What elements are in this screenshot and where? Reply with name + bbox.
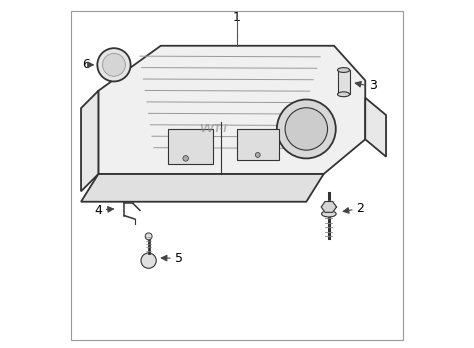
Circle shape (97, 48, 131, 81)
Bar (168, 129, 213, 164)
Polygon shape (81, 91, 99, 191)
Text: VVT-i: VVT-i (199, 124, 227, 134)
Bar (337, 70, 350, 94)
Circle shape (277, 100, 336, 158)
Circle shape (285, 108, 328, 150)
Circle shape (145, 233, 152, 240)
Text: 4: 4 (94, 204, 102, 217)
Text: 3: 3 (369, 79, 376, 92)
Polygon shape (99, 46, 365, 174)
Ellipse shape (337, 68, 350, 72)
Circle shape (141, 253, 156, 268)
Circle shape (102, 53, 126, 76)
Circle shape (255, 152, 260, 157)
Text: 6: 6 (82, 58, 90, 71)
Ellipse shape (337, 92, 350, 97)
Bar (237, 129, 279, 160)
Polygon shape (321, 201, 337, 212)
Polygon shape (81, 174, 324, 202)
Ellipse shape (321, 211, 336, 217)
Circle shape (183, 156, 189, 161)
Text: 5: 5 (174, 252, 182, 266)
Text: 1: 1 (233, 11, 241, 24)
Polygon shape (365, 98, 386, 157)
Text: 2: 2 (356, 202, 365, 215)
